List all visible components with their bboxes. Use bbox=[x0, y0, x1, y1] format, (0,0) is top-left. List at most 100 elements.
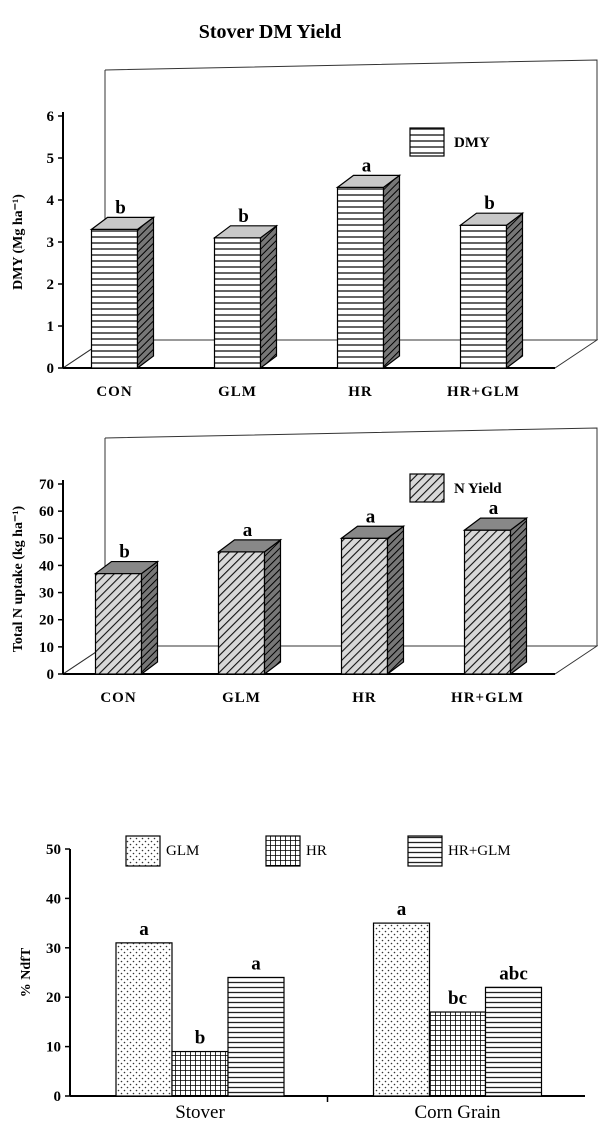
chart-n-uptake: 0 10 20 30 40 50 60 70 Total N uptake (kg ha⁻¹) b… bbox=[11, 427, 598, 706]
category-label-hr: HR bbox=[352, 690, 377, 706]
bar-stover-glm bbox=[115, 942, 173, 1097]
bar-corn-grain-hr bbox=[428, 1011, 487, 1097]
y-tick-label: 6 bbox=[47, 109, 55, 125]
category-label-con: CON bbox=[96, 384, 132, 400]
significance-letter-stover-glm: a bbox=[139, 919, 149, 940]
y-tick-label: 20 bbox=[39, 613, 54, 629]
category-label-stover: Stover bbox=[175, 1102, 225, 1123]
bar-side-hr bbox=[382, 174, 401, 370]
y-tick-label: 0 bbox=[54, 1089, 62, 1105]
y-tick-label: 3 bbox=[47, 235, 55, 251]
significance-letter-hr-glm: a bbox=[489, 498, 499, 519]
bar-front-hr-glm bbox=[459, 224, 508, 369]
bar-top-glm bbox=[216, 539, 283, 553]
legend-swatch-glm bbox=[125, 835, 161, 867]
significance-letter-con: b bbox=[115, 197, 126, 218]
y-tick-label: 30 bbox=[46, 941, 61, 957]
chart-dmy: 0 1 2 3 4 5 6 DMY (Mg ha⁻¹) b CON b GLM a HR b HR+GLM DM… bbox=[11, 59, 598, 400]
bar-front-glm bbox=[213, 237, 262, 369]
category-label-hr-glm: HR+GLM bbox=[451, 690, 524, 706]
bar-side-hr-glm bbox=[509, 516, 528, 676]
bar-side-con bbox=[140, 560, 159, 676]
bar-front-glm bbox=[217, 551, 266, 675]
significance-letter-hr: a bbox=[366, 506, 376, 527]
significance-letter-glm: b bbox=[238, 206, 249, 227]
bar-stover-hr bbox=[171, 1050, 229, 1097]
legend-swatch-hr bbox=[265, 835, 301, 867]
bar-top-hr-glm bbox=[462, 517, 529, 531]
y-tick-label: 60 bbox=[39, 504, 54, 520]
bar-top-hr bbox=[335, 174, 402, 188]
y-tick-label: 4 bbox=[47, 193, 55, 209]
bar-top-con bbox=[93, 560, 160, 575]
back-wall-edges bbox=[104, 427, 598, 646]
bar-corn-grain-glm bbox=[372, 922, 431, 1097]
legend-label-glm: GLM bbox=[166, 843, 199, 859]
bar-top-hr bbox=[339, 525, 406, 539]
y-tick-label: 5 bbox=[47, 151, 55, 167]
bar-con bbox=[89, 216, 156, 370]
bar-front-con bbox=[94, 572, 143, 675]
bar-glm bbox=[216, 538, 283, 676]
significance-letter-corn-grain-hr: bc bbox=[448, 988, 467, 1009]
significance-letter-hr-glm: b bbox=[484, 193, 495, 214]
y-tick-label: 2 bbox=[47, 277, 55, 293]
legend-label-hr: HR bbox=[306, 843, 327, 859]
bar-corn-grain-hr-glm bbox=[484, 986, 543, 1097]
y-tick-label: 50 bbox=[46, 842, 61, 858]
bar-hr-glm bbox=[458, 211, 525, 370]
bar-side-hr-glm bbox=[505, 211, 524, 370]
bar-front-hr bbox=[336, 186, 385, 369]
category-label-hr-glm: HR+GLM bbox=[447, 384, 520, 400]
bar-hr-glm bbox=[462, 516, 529, 676]
y-tick-label: 30 bbox=[39, 586, 54, 602]
bar-front-hr-glm bbox=[463, 529, 512, 675]
bar-side-hr bbox=[386, 525, 405, 676]
bar-side-con bbox=[136, 216, 155, 370]
bar-top-glm bbox=[212, 225, 279, 239]
bar-top-hr-glm bbox=[458, 212, 525, 226]
legend-swatch-hr-glm bbox=[407, 835, 443, 867]
category-label-corn-grain: Corn Grain bbox=[414, 1102, 501, 1123]
y-tick-label: 0 bbox=[47, 361, 55, 377]
bar-side-glm bbox=[263, 538, 282, 676]
category-label-hr: HR bbox=[348, 384, 373, 400]
bar-hr bbox=[339, 525, 406, 676]
bar-stover-hr-glm bbox=[227, 976, 285, 1097]
y-tick-label: 40 bbox=[46, 891, 61, 907]
y-tick-label: 40 bbox=[39, 558, 54, 574]
bar-con bbox=[93, 560, 160, 676]
page-title: Stover DM Yield bbox=[199, 21, 342, 43]
significance-letter-hr: a bbox=[362, 155, 372, 176]
category-label-glm: GLM bbox=[222, 690, 261, 706]
y-tick-label: 70 bbox=[39, 477, 54, 493]
legend: GLM HR HR+GLM bbox=[125, 835, 511, 867]
y-axis-label: % NdfT bbox=[19, 947, 34, 997]
significance-letter-corn-grain-hr-glm: abc bbox=[499, 963, 528, 984]
y-axis-label: Total N uptake (kg ha⁻¹) bbox=[11, 505, 26, 652]
legend-label: N Yield bbox=[454, 481, 502, 497]
legend: DMY bbox=[409, 127, 490, 157]
significance-letter-stover-hr-glm: a bbox=[251, 953, 261, 974]
y-axis-label: DMY (Mg ha⁻¹) bbox=[11, 194, 26, 290]
y-tick-label: 50 bbox=[39, 531, 54, 547]
significance-letter-corn-grain-glm: a bbox=[397, 899, 407, 920]
bar-glm bbox=[212, 224, 279, 370]
legend-swatch bbox=[409, 473, 445, 503]
bar-side-glm bbox=[259, 224, 278, 370]
back-wall-edges bbox=[104, 59, 598, 340]
significance-letter-glm: a bbox=[243, 520, 253, 541]
significance-letter-con: b bbox=[119, 542, 130, 563]
bar-front-hr bbox=[340, 537, 389, 675]
category-label-con: CON bbox=[100, 690, 136, 706]
legend-label: DMY bbox=[454, 135, 490, 151]
legend-swatch bbox=[409, 127, 445, 157]
bar-front-con bbox=[90, 228, 139, 369]
bar-top-con bbox=[89, 216, 156, 230]
y-tick-label: 10 bbox=[46, 1040, 61, 1056]
significance-letter-stover-hr: b bbox=[195, 1028, 206, 1049]
legend-label-hr-glm: HR+GLM bbox=[448, 843, 511, 859]
y-tick-label: 1 bbox=[47, 319, 55, 335]
